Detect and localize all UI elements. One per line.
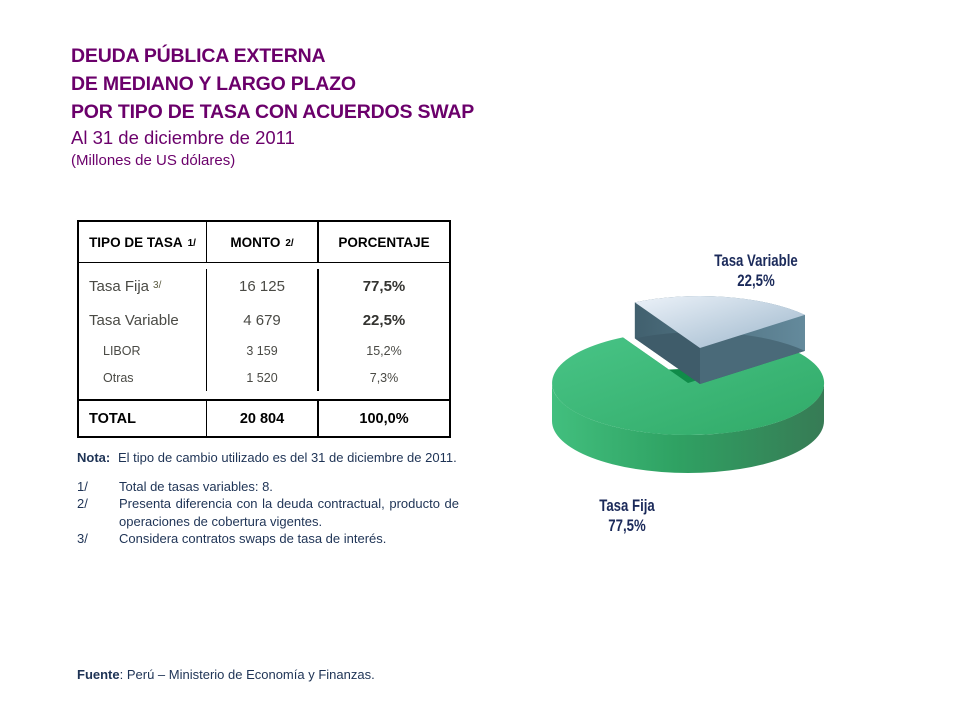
table-header-row: TIPO DE TASA 1/ MONTO 2/ PORCENTAJE: [79, 222, 449, 263]
row-libor-pct: 15,2%: [366, 343, 402, 358]
row-libor-label: LIBOR: [103, 343, 141, 358]
nota-text: El tipo de cambio utilizado es del 31 de…: [118, 450, 457, 465]
source-block: Fuente: Perú – Ministerio de Economía y …: [77, 630, 486, 720]
row-otras-label: Otras: [103, 370, 134, 385]
title-line-2: DE MEDIANO Y LARGO PLAZO: [71, 73, 356, 95]
footnote-1: 1/ Total de tasas variables: 8.: [77, 478, 459, 496]
total-pct: 100,0%: [359, 410, 409, 427]
total-label: TOTAL: [79, 401, 207, 436]
header-tipo-footnote: 1/: [187, 237, 196, 249]
note-nota: Nota: El tipo de cambio utilizado es del…: [77, 449, 459, 467]
nota-label: Nota:: [77, 450, 111, 465]
footnote-2: 2/ Presenta diferencia con la deuda cont…: [77, 495, 459, 530]
table-row: Tasa Fija 3/ 16 125 77,5%: [79, 269, 449, 303]
fuente-text: : Perú – Ministerio de Economía y Finanz…: [119, 667, 375, 682]
header-tipo-de-tasa: TIPO DE TASA 1/: [79, 222, 207, 262]
header-monto-footnote: 2/: [285, 237, 294, 249]
row-libor-monto: 3 159: [207, 337, 319, 364]
pie-label-tasa-variable-value: 22,5%: [737, 272, 775, 290]
table-row: Otras 1 520 7,3%: [79, 364, 449, 391]
footnote-1-ref: 1/: [77, 478, 88, 494]
pie-slice-tasa-variable: [634, 296, 805, 348]
table-body: Tasa Fija 3/ 16 125 77,5% Tasa Variable 4…: [79, 263, 449, 399]
source-line: Fuente: Perú – Ministerio de Economía y …: [77, 666, 486, 684]
pie-label-tasa-variable: Tasa Variable 22,5%: [690, 251, 822, 291]
row-tasa-variable-label: Tasa Variable: [89, 311, 179, 329]
title-units: (Millones de US dólares): [71, 152, 236, 169]
table-row: Tasa Variable 4 679 22,5%: [79, 303, 449, 337]
page-title: DEUDA PÚBLICA EXTERNA DE MEDIANO Y LARGO…: [71, 42, 474, 171]
pie-label-tasa-fija-value: 77,5%: [608, 517, 646, 535]
pie-slice-tasa-fija-side: [552, 383, 824, 473]
pie-label-tasa-fija-name: Tasa Fija: [599, 497, 655, 515]
header-monto: MONTO 2/: [207, 222, 319, 262]
row-otras-pct: 7,3%: [369, 370, 399, 385]
header-tipo-label: TIPO DE TASA: [89, 234, 183, 250]
header-porcentaje: PORCENTAJE: [319, 235, 449, 250]
header-porcentaje-label: PORCENTAJE: [338, 234, 430, 250]
footnote-3-ref: 3/: [77, 531, 88, 546]
row-tasa-fija-monto: 16 125: [207, 269, 319, 303]
row-otras-monto: 1 520: [207, 364, 319, 391]
pie-label-tasa-fija: Tasa Fija 77,5%: [564, 496, 690, 536]
row-tasa-fija-pct: 77,5%: [362, 277, 406, 295]
pie-label-tasa-variable-name: Tasa Variable: [714, 252, 798, 270]
header-monto-label: MONTO: [230, 234, 281, 250]
row-tasa-variable-monto: 4 679: [207, 303, 319, 337]
title-line-1: DEUDA PÚBLICA EXTERNA: [71, 45, 326, 67]
pie-chart-svg: [552, 296, 825, 473]
row-tasa-variable-pct: 22,5%: [362, 311, 406, 329]
footnote-2-ref: 2/: [77, 496, 88, 511]
row-tasa-fija-footnote: 3/: [153, 279, 162, 291]
notes-block: Nota: El tipo de cambio utilizado es del…: [77, 449, 459, 548]
title-line-3: POR TIPO DE TASA CON ACUERDOS SWAP: [71, 101, 475, 123]
fuente-label: Fuente: [77, 667, 120, 682]
title-date: Al 31 de diciembre de 2011: [71, 127, 295, 148]
footnote-3-text: Considera contratos swaps de tasa de int…: [119, 531, 387, 546]
pie-chart: Tasa Variable 22,5% Tasa Fija 77,5%: [500, 230, 940, 560]
table-row: LIBOR 3 159 15,2%: [79, 337, 449, 364]
total-monto: 20 804: [207, 401, 319, 436]
table-total-row: TOTAL 20 804 100,0%: [79, 399, 449, 436]
debt-table: TIPO DE TASA 1/ MONTO 2/ PORCENTAJE Tasa F…: [77, 220, 451, 438]
footnote-1-text: Total de tasas variables: 8.: [119, 478, 273, 494]
footnote-3: 3/ Considera contratos swaps de tasa de …: [77, 530, 459, 548]
footnote-2-text: Presenta diferencia con la deuda contrac…: [119, 496, 459, 529]
row-tasa-fija-label: Tasa Fija: [89, 277, 150, 295]
